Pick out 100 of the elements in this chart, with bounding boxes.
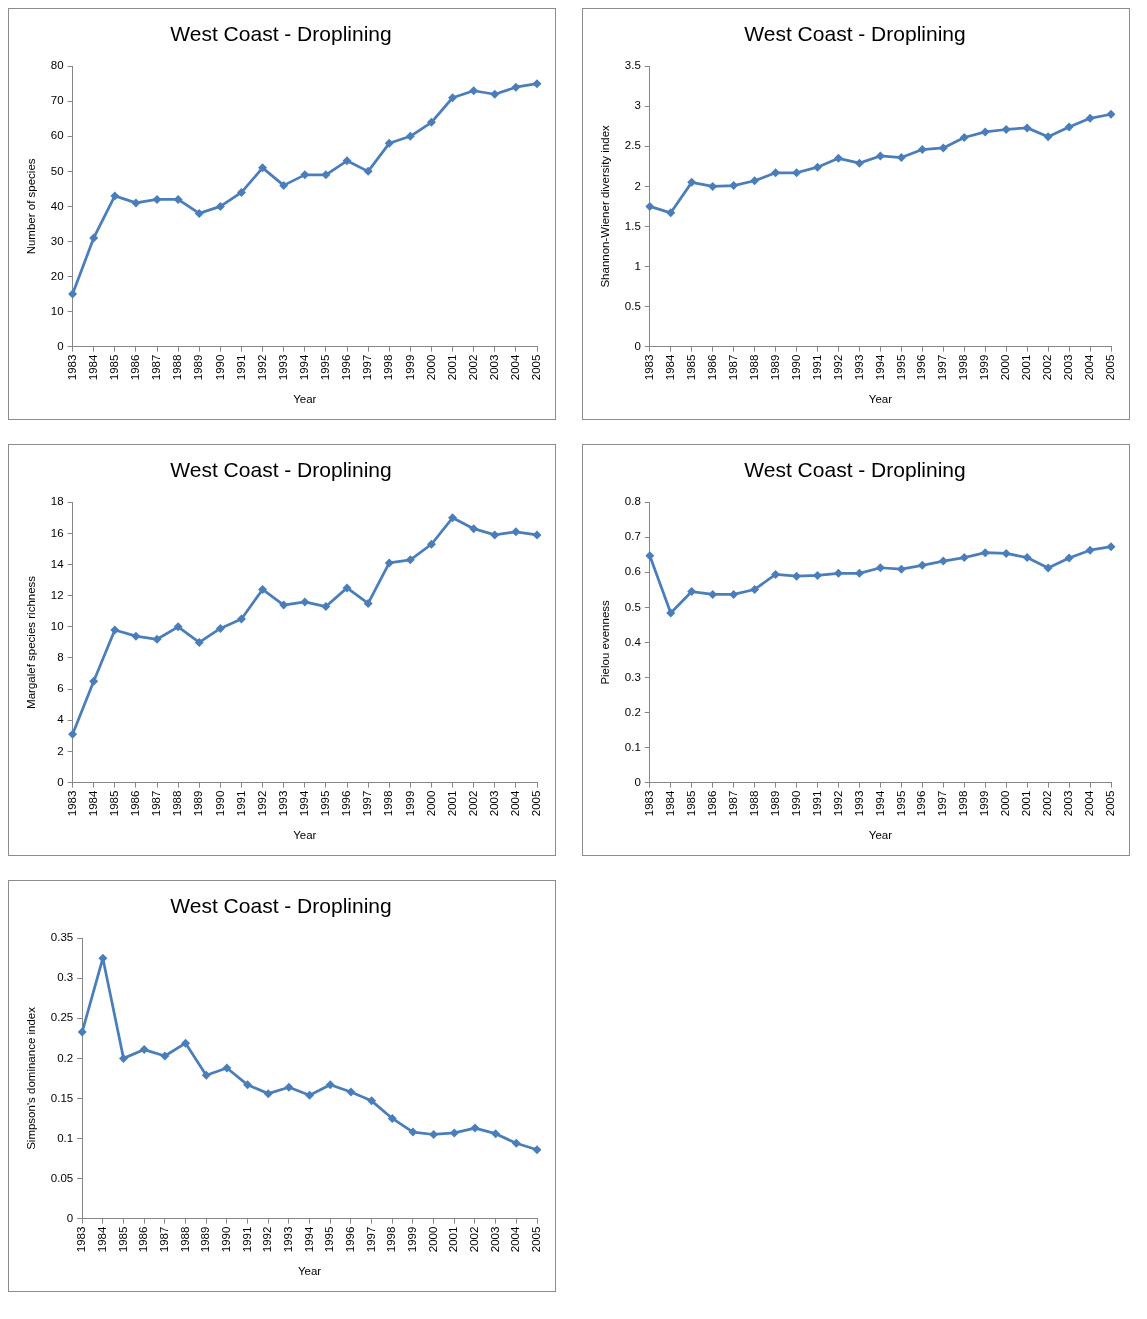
point xyxy=(959,133,969,143)
point xyxy=(181,1038,191,1048)
point xyxy=(152,194,162,204)
y-tick-label: 2 xyxy=(634,179,641,192)
x-tick-label: 2004 xyxy=(509,1226,522,1253)
x-tick-label: 1991 xyxy=(234,354,247,381)
point xyxy=(300,597,310,607)
point xyxy=(222,1063,232,1073)
x-tick-label: 2005 xyxy=(530,354,543,381)
point xyxy=(511,527,521,537)
point xyxy=(491,1129,501,1139)
x-tick-label: 1997 xyxy=(364,1226,377,1253)
point xyxy=(367,1096,377,1106)
x-tick-label: 1984 xyxy=(663,790,676,817)
point xyxy=(236,187,246,197)
y-tick-label: 18 xyxy=(50,495,64,508)
point xyxy=(729,181,739,191)
x-tick-label: 1995 xyxy=(894,790,907,817)
point xyxy=(429,1129,439,1139)
x-tick-label: 1983 xyxy=(75,1226,88,1253)
point xyxy=(729,589,739,599)
point xyxy=(263,1089,273,1099)
point xyxy=(173,194,183,204)
x-tick-label: 1994 xyxy=(873,354,886,381)
x-tick-label: 1999 xyxy=(406,1226,419,1253)
y-tick-label: 4 xyxy=(57,713,65,726)
x-tick-label: 2002 xyxy=(466,790,479,817)
point xyxy=(896,153,906,163)
x-tick-label: 1996 xyxy=(344,1226,357,1253)
x-tick-label: 1999 xyxy=(403,790,416,817)
point xyxy=(854,158,864,168)
point xyxy=(131,198,141,208)
x-tick-label: 1993 xyxy=(282,1226,295,1253)
x-tick-label: 1985 xyxy=(107,354,120,381)
point xyxy=(405,131,415,141)
point xyxy=(1022,123,1032,133)
point xyxy=(284,1082,294,1092)
x-tick-label: 1992 xyxy=(255,790,268,817)
x-tick-label: 1991 xyxy=(240,1226,253,1253)
x-tick-label: 1986 xyxy=(705,790,718,817)
point xyxy=(750,176,760,186)
y-tick-label: 0.3 xyxy=(624,670,641,683)
chart-title: West Coast - Droplining xyxy=(744,22,966,46)
y-tick-label: 3.5 xyxy=(624,59,641,72)
x-tick-label: 1988 xyxy=(171,790,184,817)
point xyxy=(363,166,373,176)
x-tick-label: 1995 xyxy=(894,354,907,381)
point xyxy=(687,177,697,187)
y-tick-label: 14 xyxy=(50,557,65,570)
x-tick-label: 1997 xyxy=(361,354,374,381)
point xyxy=(89,676,99,686)
y-tick-label: 0.7 xyxy=(624,530,641,543)
x-tick-label: 1984 xyxy=(86,790,99,817)
x-tick-label: 1996 xyxy=(915,354,928,381)
x-tick-label: 2001 xyxy=(1020,354,1033,381)
y-tick-label: 70 xyxy=(50,94,64,107)
point xyxy=(89,233,99,243)
point xyxy=(215,201,225,211)
chart-title: West Coast - Droplining xyxy=(170,894,392,918)
point xyxy=(448,513,458,523)
y-tick-label: 1 xyxy=(634,259,641,272)
x-tick-label: 1991 xyxy=(810,790,823,817)
x-tick-label: 1992 xyxy=(255,354,268,381)
y-tick-label: 0.3 xyxy=(57,971,74,984)
point xyxy=(426,117,436,127)
point xyxy=(77,1027,87,1037)
point xyxy=(1001,548,1011,558)
x-tick-label: 1989 xyxy=(768,790,781,817)
x-tick-label: 1990 xyxy=(789,790,802,817)
x-tick-label: 2005 xyxy=(530,790,543,817)
point xyxy=(1106,109,1116,119)
point xyxy=(131,631,141,641)
point xyxy=(980,548,990,558)
point xyxy=(405,555,415,565)
point xyxy=(917,145,927,155)
x-tick-label: 2002 xyxy=(1041,354,1054,381)
point xyxy=(687,587,697,597)
y-tick-label: 0.25 xyxy=(50,1011,74,1024)
y-tick-label: 0.15 xyxy=(50,1091,74,1104)
x-tick-label: 1996 xyxy=(340,790,353,817)
x-tick-label: 1992 xyxy=(261,1226,274,1253)
x-axis-title: Year xyxy=(293,393,317,406)
x-tick-label: 1987 xyxy=(150,790,163,817)
y-tick-label: 0 xyxy=(66,1211,74,1224)
x-tick-label: 1983 xyxy=(642,354,655,381)
x-tick-label: 1983 xyxy=(642,790,655,817)
y-tick-label: 0 xyxy=(57,775,64,788)
point xyxy=(469,524,479,534)
point xyxy=(708,181,718,191)
point xyxy=(1043,132,1053,142)
point xyxy=(469,86,479,96)
x-tick-label: 1996 xyxy=(340,354,353,381)
x-tick-label: 1996 xyxy=(915,790,928,817)
x-tick-label: 1987 xyxy=(150,354,163,381)
x-tick-label: 1988 xyxy=(747,790,760,817)
point xyxy=(384,558,394,568)
point xyxy=(426,539,436,549)
y-tick-label: 8 xyxy=(57,651,64,664)
point xyxy=(279,180,289,190)
x-tick-label: 1993 xyxy=(852,354,865,381)
